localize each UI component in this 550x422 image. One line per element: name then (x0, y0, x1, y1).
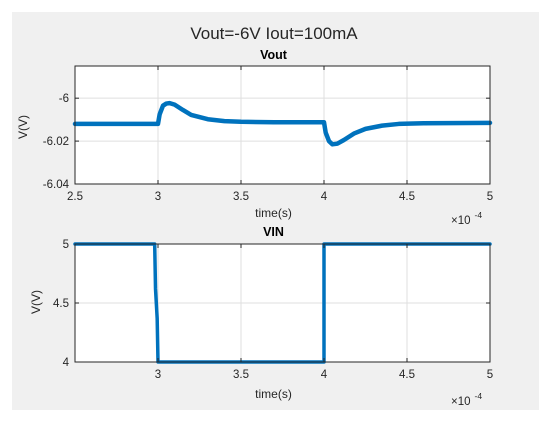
vin-y-tick-label: 4 (63, 357, 70, 369)
vout-x-tick-label: 5 (487, 191, 493, 203)
vin-x-tick-label: 5 (487, 369, 493, 381)
vout-x-axis-label: time(s) (255, 206, 292, 220)
vout-x-exponent-power: -4 (475, 210, 483, 220)
vout-x-tick-label: 2.5 (67, 191, 83, 203)
vout-x-tick-label: 4 (321, 191, 328, 203)
vout-x-tick-label: 3.5 (233, 191, 249, 203)
vin-x-exponent-power: -4 (475, 391, 483, 401)
vout-y-axis-label: V(V) (16, 115, 30, 139)
vout-axes: 2.5 3 3.5 4 4.5 5 -6 -6.02 -6.04 Vout time(s) V(… (16, 48, 493, 228)
vout-x-tick-label: 3 (155, 191, 161, 203)
vin-x-axis-label: time(s) (255, 387, 292, 401)
vin-x-tick-label: 4 (321, 369, 328, 381)
vin-axes-title: VIN (263, 225, 284, 239)
vin-x-tick-label: 3.5 (233, 369, 249, 381)
vout-series-line (72, 100, 493, 147)
vout-plot-border (74, 65, 491, 185)
vout-plot-area: 2.5 3 3.5 4 4.5 5 -6 -6.02 -6.04 (43, 65, 493, 203)
vin-x-tick-label: 4.5 (399, 369, 415, 381)
vout-y-tick-label: -6.02 (43, 136, 69, 148)
vout-x-tick-label: 4.5 (399, 191, 415, 203)
vin-y-axis-label: V(V) (29, 290, 43, 314)
vin-axes: 3 3.5 4 4.5 5 5 4.5 4 VIN time(s) V(V) ×10 -4 (29, 225, 493, 409)
vin-y-tick-label: 4.5 (53, 298, 69, 310)
figure-title: Vout=-6V Iout=100mA (190, 24, 358, 43)
vin-x-tick-label: 3 (155, 369, 161, 381)
vin-y-tick-label: 5 (63, 239, 69, 251)
vin-series-line (73, 242, 492, 364)
vout-x-exponent-base: ×10 (451, 215, 471, 227)
vout-y-tick-label: -6 (59, 93, 69, 105)
vout-axes-title: Vout (260, 48, 288, 62)
vout-x-exponent: ×10 -4 (451, 210, 482, 228)
vin-x-exponent: ×10 -4 (451, 391, 482, 409)
vout-y-tick-label: -6.04 (43, 179, 70, 191)
vin-plot-area: 3 3.5 4 4.5 5 5 4.5 4 (53, 239, 493, 381)
vin-x-exponent-base: ×10 (451, 396, 471, 408)
